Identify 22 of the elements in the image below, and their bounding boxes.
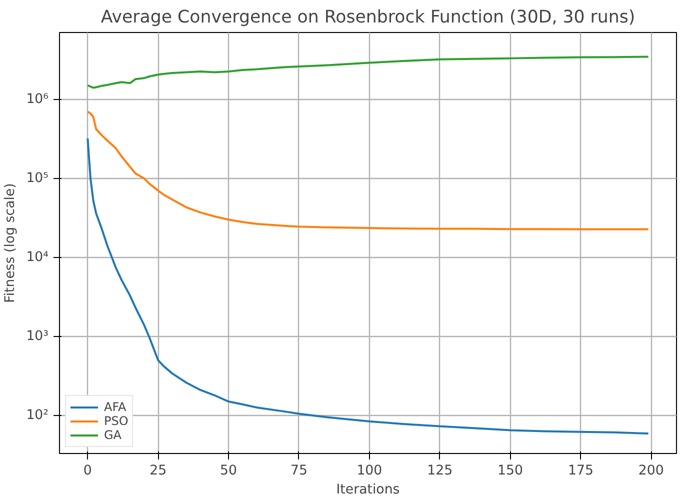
y-tick-label: 10⁵ [26,170,49,186]
y-tick-label: 10³ [26,328,49,344]
legend-label: AFA [104,400,126,414]
legend-label: GA [104,428,123,442]
y-tick-label: 10⁶ [26,92,49,107]
x-tick-label: 100 [356,464,382,478]
y-tick-label: 10⁴ [26,250,49,265]
x-tick-label: 125 [427,464,453,478]
x-tick-label: 25 [150,464,167,478]
legend-label: PSO [104,414,128,428]
x-tick-label: 0 [83,464,92,478]
line-series [86,110,650,230]
y-axis-title: Fitness (log scale) [3,183,18,303]
line-series [86,56,650,89]
x-tick-label: 150 [498,464,524,478]
x-tick-label: 50 [220,464,238,478]
x-tick-label: 75 [290,464,308,478]
chart-title: Average Convergence on Rosenbrock Function (30D, 30 runs) [100,8,636,28]
x-axis-title: Iterations [336,482,400,498]
x-tick-label: 200 [638,464,664,478]
y-tick-label: 10² [26,408,49,423]
x-tick-label: 175 [568,464,594,478]
